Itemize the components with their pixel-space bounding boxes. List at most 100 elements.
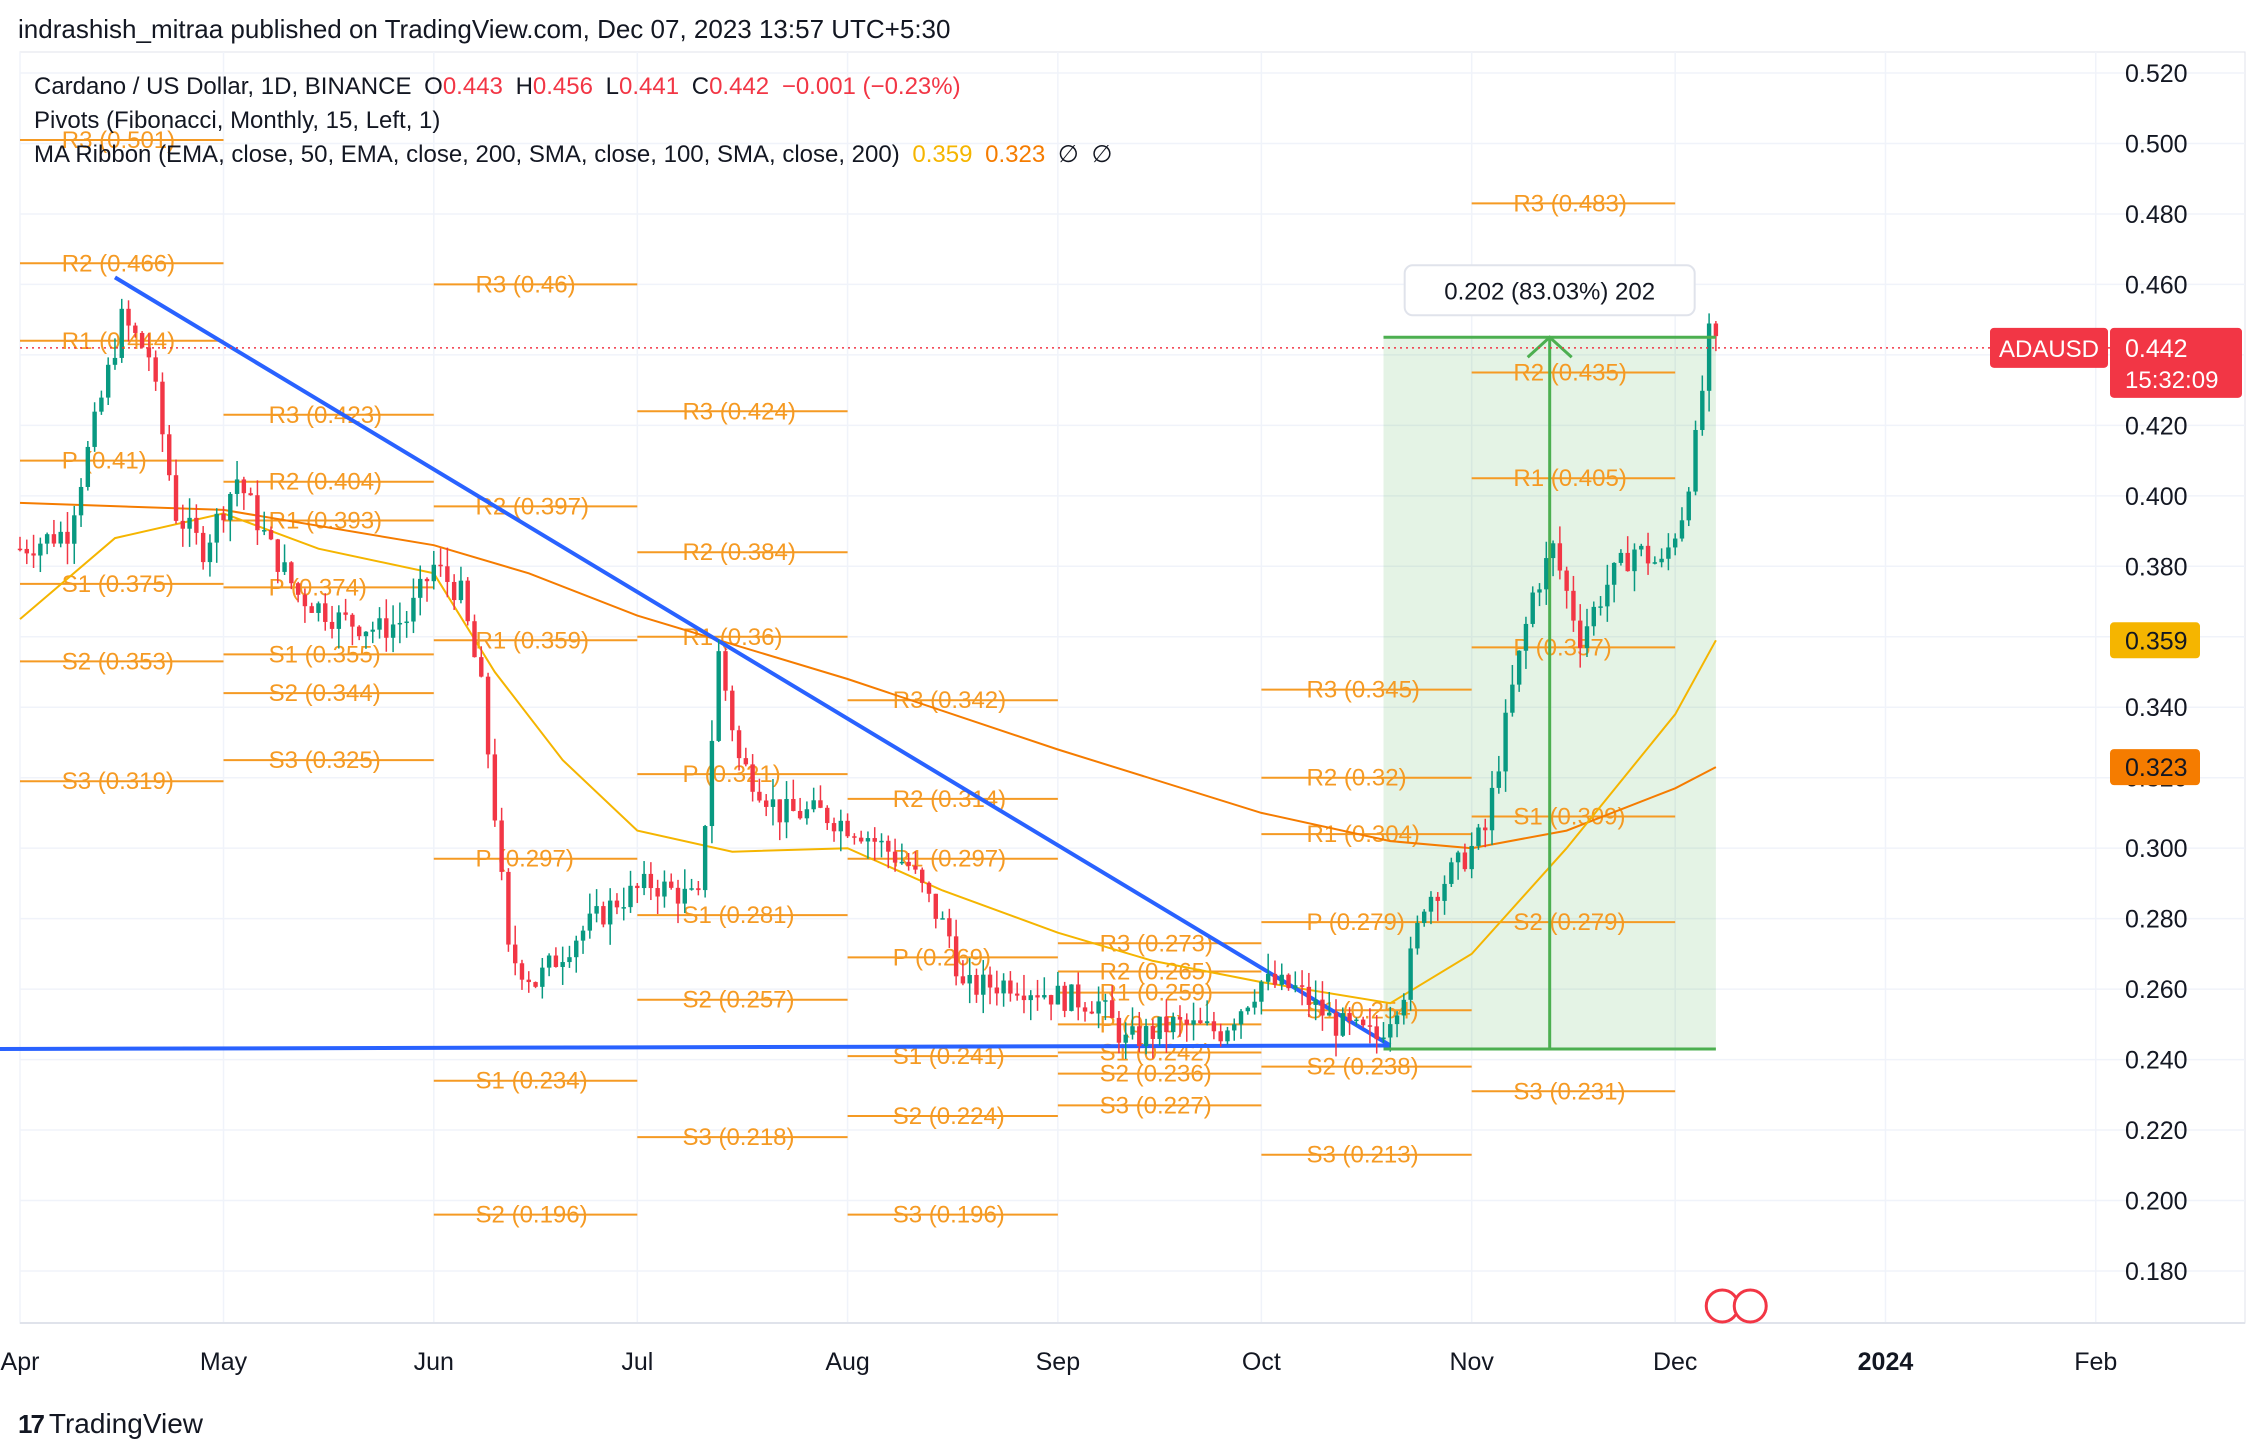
candle-body [967,974,972,984]
candle-body [1340,1013,1345,1036]
candle-body [282,562,287,572]
candle-body [791,798,796,811]
pivot-label: R3 (0.273) [1100,930,1213,957]
candle-body [51,534,57,544]
x-tick-label: Feb [2074,1348,2117,1376]
candle-body [350,614,355,627]
candle-body [262,530,267,532]
pivot-label: R3 (0.483) [1513,190,1626,217]
y-tick-label: 0.460 [2125,271,2188,299]
candle-body [146,347,152,358]
candle-body [492,754,498,821]
candle-body [540,967,545,987]
pivot-label: R2 (0.265) [1100,959,1213,986]
candles [17,298,1719,1060]
candle-body [1103,1000,1108,1002]
candle-body [126,308,131,326]
candle-body [831,823,837,832]
pivot-label: S1 (0.375) [62,571,174,598]
candle-body [594,906,599,914]
pivot-levels: R2 (0.466) R1 (0.444) P (0.41) S1 (0.375) S2… [20,127,1676,1229]
candle-body [248,493,253,496]
candle-body [580,930,586,941]
candle-body [560,962,565,967]
candle-body [1401,999,1407,1016]
candle-body [607,900,613,925]
candle-body [445,566,450,582]
pivot-label: R2 (0.466) [62,250,175,277]
candle-body [112,357,118,365]
grid [19,51,2246,1324]
candle-body [1008,980,1013,994]
candle-body [78,486,84,516]
candle-body [323,603,328,622]
candle-body [44,534,50,544]
candle-body [858,837,864,842]
candle-body [1557,543,1563,571]
candle-body [99,397,104,412]
candle-body [302,594,308,607]
y-tick-label: 0.520 [2125,60,2188,88]
candle-body [295,583,301,595]
high-label: H [515,73,533,100]
candle-body [119,308,124,358]
pivots-legend-row[interactable]: Pivots (Fibonacci, Monthly, 15, Left, 1) [34,104,1112,138]
pivot-label: R1 (0.297) [893,846,1006,873]
candle-body [58,531,63,544]
candle-body [1184,1019,1189,1025]
candle-body [1211,1021,1217,1032]
pivot-label: R3 (0.501) [62,127,175,154]
candle-body [913,865,918,870]
candle-body [1388,1024,1393,1038]
pivot-label: S1 (0.355) [269,641,381,668]
candle-body [1455,852,1461,863]
candle-body [1523,623,1529,651]
candle-body [648,873,654,889]
candle-body [411,597,416,622]
x-tick-label: Sep [1036,1348,1080,1376]
x-tick-label: Apr [1,1348,40,1376]
candle-body [1076,984,1081,1008]
pivot-label: S3 (0.325) [269,747,381,774]
tradingview-footer[interactable]: 17 TradingView [18,1408,203,1440]
candle-body [784,798,789,823]
candle-body [1645,545,1651,564]
ma3-value: ∅ [1057,141,1079,168]
candle-body [485,676,491,755]
candle-body [920,869,925,883]
candle-body [17,548,23,551]
candle-body [1143,1026,1149,1047]
candle-body [1021,995,1027,1001]
candle-body [689,888,694,890]
candle-body [1313,999,1318,1005]
candle-body [139,332,145,348]
candle-body [1421,911,1427,923]
candle-body [940,918,945,920]
candle-body [872,838,877,842]
ma-price-tag [2110,622,2200,659]
candle-body [105,364,111,398]
candle-body [418,578,423,598]
candle-body [1286,974,1291,989]
candle-body [377,618,382,630]
candle-body [1157,1016,1162,1039]
candle-body [1306,986,1312,1005]
candle-body [1618,552,1624,563]
candle-body [1706,323,1712,391]
candle-body [1381,1037,1386,1040]
symbol-legend-row[interactable]: Cardano / US Dollar, 1D, BINANCE O0.443 … [34,70,1112,104]
candle-body [1408,948,1413,1000]
us-flag-icon [1732,1288,1768,1324]
candle-body [994,987,1000,994]
candle-body [628,885,633,908]
close-label: C [691,73,710,100]
candle-body [1469,845,1474,870]
candle-body [709,740,715,827]
candle-body [1137,1026,1142,1047]
candle-body [730,690,735,731]
pivot-label: R2 (0.404) [269,469,382,496]
ma-ribbon-legend-row[interactable]: MA Ribbon (EMA, close, 50, EMA, close, 2… [34,138,1112,172]
ema200-line [19,501,1717,850]
candle-body [825,807,830,824]
